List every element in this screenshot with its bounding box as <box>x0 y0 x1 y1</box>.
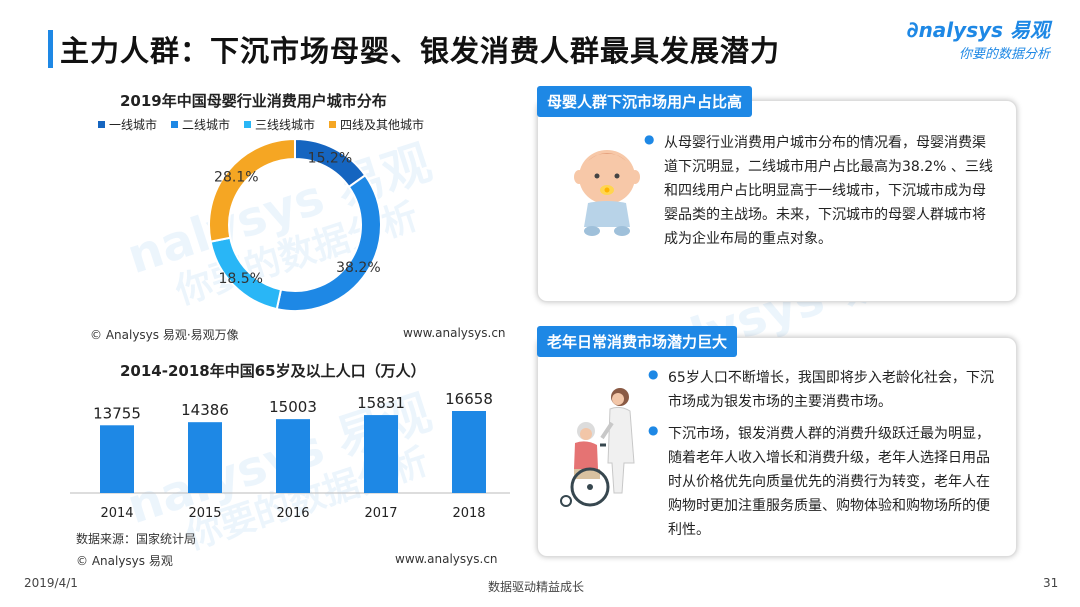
bar-website: www.analysys.cn <box>395 552 498 566</box>
donut-chart: 15.2% 38.2% 18.5% 28.1% <box>208 137 382 312</box>
donut-slice-label: 18.5% <box>219 271 263 287</box>
footer-slogan: 数据驱动精益成长 <box>488 580 585 594</box>
legend-item: 三线线城市 <box>244 116 315 133</box>
footer-date: 2019/4/1 <box>24 576 78 590</box>
bar-chart: 13755 2014 14386 2015 15003 2016 15831 2017 1665… <box>70 390 510 521</box>
legend-label: 一线城市 <box>109 118 158 132</box>
baby-insight-text: 从母婴行业消费用户城市分布的情况看，母婴消费渠道下沉明显，二线城市用户占比最高为… <box>664 135 993 247</box>
data-source-note: 数据来源：国家统计局 <box>76 532 197 546</box>
elder-insight-bullet-1: ● 65岁人口不断增长，我国即将步入老龄化社会，下沉市场成为银发市场的主要消费市… <box>648 366 1000 414</box>
elder-insight-bullet-2: ● 下沉市场，银发消费人群的消费升级跃迁最为明显，随着老年人收入增长和消费升级，… <box>648 422 1000 542</box>
x-tick-label: 2018 <box>452 506 485 521</box>
legend-label: 三线线城市 <box>255 118 316 132</box>
donut-slice-label: 28.1% <box>214 170 258 186</box>
bar-copyright: © Analysys 易观 <box>76 554 173 568</box>
page-number: 31 <box>1043 576 1059 590</box>
baby-insight-card: ● 从母婴行业消费用户城市分布的情况看，母婴消费渠道下沉明显，二线城市用户占比最… <box>537 100 1017 302</box>
x-tick-label: 2015 <box>188 506 221 521</box>
legend-label: 四线及其他城市 <box>340 118 425 132</box>
bar <box>276 419 310 493</box>
bar <box>100 425 134 493</box>
baby-illustration <box>574 150 640 236</box>
bar-value-label: 15831 <box>357 394 405 412</box>
bar <box>188 422 222 493</box>
legend-swatch <box>244 121 252 128</box>
page-title: 主力人群：下沉市场母婴、银发消费人群最具发展潜力 <box>60 34 781 68</box>
donut-slice-label: 15.2% <box>308 151 352 167</box>
elder-insight-card: ● 65岁人口不断增长，我国即将步入老龄化社会，下沉市场成为银发市场的主要消费市… <box>537 337 1017 557</box>
x-tick-label: 2014 <box>100 506 133 521</box>
elder-card-tag: 老年日常消费市场潜力巨大 <box>537 326 738 357</box>
bullet-icon: ● <box>648 423 659 437</box>
elder-insight-text-2: 下沉市场，银发消费人群的消费升级跃迁最为明显，随着老年人收入增长和消费升级，老年… <box>668 426 990 538</box>
title-accent-bar <box>48 30 53 68</box>
bar-value-label: 14386 <box>181 401 229 419</box>
logo-slogan: 你要的数据分析 <box>958 47 1050 62</box>
bar-value-label: 16658 <box>445 390 493 408</box>
x-tick-label: 2017 <box>364 506 397 521</box>
elder-insight-text-1: 65岁人口不断增长，我国即将步入老龄化社会，下沉市场成为银发市场的主要消费市场。 <box>668 370 994 410</box>
bar <box>364 415 398 493</box>
bullet-icon: ● <box>648 367 659 381</box>
baby-card-tag: 母婴人群下沉市场用户占比高 <box>537 86 753 117</box>
legend-swatch <box>329 121 337 128</box>
logo-mark-icon: ∂ <box>906 18 919 43</box>
x-tick-label: 2016 <box>276 506 309 521</box>
logo-main-text: nalysys 易观 <box>918 18 1050 42</box>
elderly-wheelchair-illustration <box>560 388 635 507</box>
brand-logo: ∂nalysys 易观 你要的数据分析 <box>907 14 1050 62</box>
bar-value-label: 15003 <box>269 398 317 416</box>
bar-chart-title: 2014-2018年中国65岁及以上人口（万人） <box>120 362 426 380</box>
bar <box>452 411 486 493</box>
donut-slice <box>275 173 382 312</box>
legend-label: 二线城市 <box>182 118 231 132</box>
donut-website: www.analysys.cn <box>403 326 506 340</box>
baby-insight-bullet: ● 从母婴行业消费用户城市分布的情况看，母婴消费渠道下沉明显，二线城市用户占比最… <box>644 131 993 251</box>
legend-item: 二线城市 <box>171 116 230 133</box>
donut-slice-label: 38.2% <box>336 260 380 276</box>
donut-slice <box>208 137 296 243</box>
bar-value-label: 13755 <box>93 404 141 422</box>
legend-swatch <box>171 121 179 128</box>
legend-swatch <box>98 121 105 128</box>
donut-legend: 一线城市 二线城市 三线线城市 四线及其他城市 <box>98 116 424 133</box>
bullet-icon: ● <box>644 132 655 146</box>
legend-item: 四线及其他城市 <box>329 116 424 133</box>
legend-item: 一线城市 <box>98 116 157 133</box>
donut-copyright: © Analysys 易观·易观万像 <box>90 328 239 342</box>
donut-chart-title: 2019年中国母婴行业消费用户城市分布 <box>120 92 387 110</box>
